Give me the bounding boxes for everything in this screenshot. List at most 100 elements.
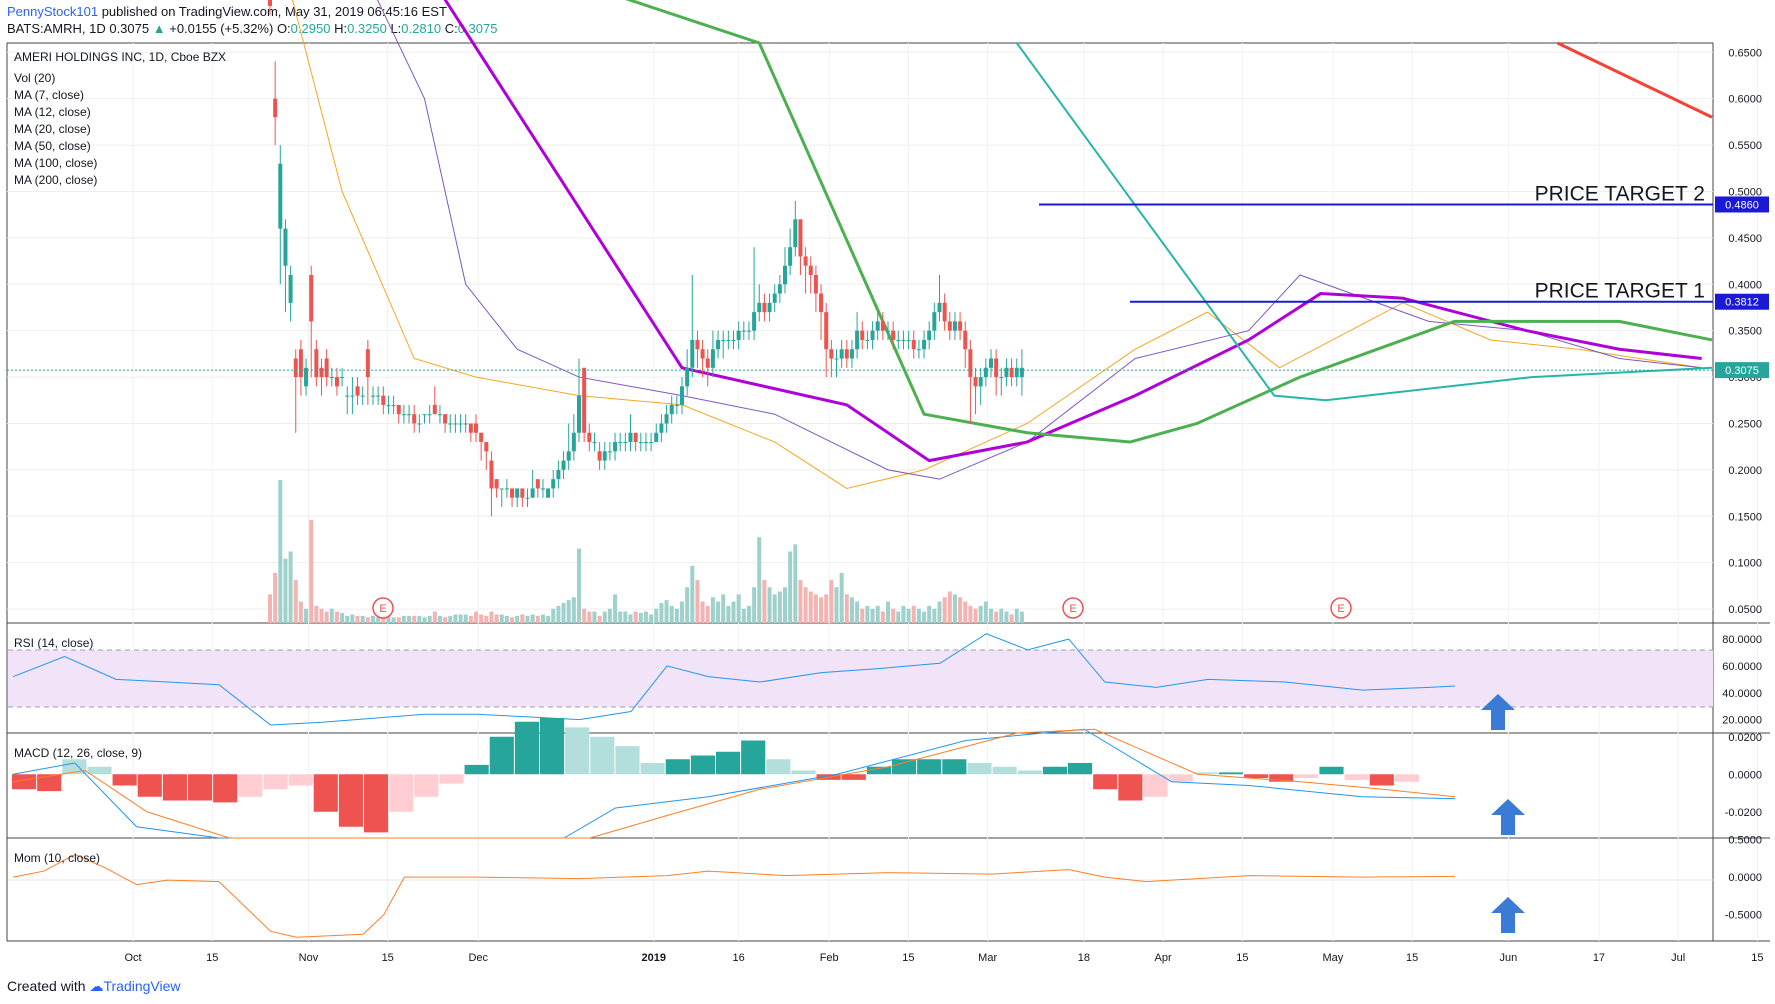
price-tick-label: 0.6000	[1728, 94, 1762, 106]
volume-bar	[401, 615, 406, 623]
price-tick-label: 0.2500	[1728, 418, 1762, 430]
macd-hist-bar	[1218, 772, 1243, 775]
legend-item[interactable]: Vol (20)	[14, 71, 55, 85]
macd-hist-bar	[213, 774, 238, 803]
volume-bar	[546, 615, 551, 623]
legend-item[interactable]: MA (100, close)	[14, 156, 97, 170]
volume-bar	[561, 602, 566, 623]
legend-item[interactable]: MA (7, close)	[14, 88, 84, 102]
candle-body	[659, 423, 664, 433]
author-link[interactable]: PennyStock101	[7, 4, 99, 19]
legend-item[interactable]: MA (200, close)	[14, 173, 97, 187]
earnings-marker-3[interactable]: E	[1330, 597, 1352, 619]
candle-body	[922, 339, 927, 350]
volume-bar	[973, 608, 978, 623]
candle-body	[844, 349, 849, 359]
legend-item[interactable]: MA (12, close)	[14, 105, 91, 119]
volume-bar	[515, 615, 520, 623]
arrow-shape	[1491, 799, 1525, 835]
candle-body	[870, 330, 875, 340]
candle-body	[499, 488, 504, 490]
time-tick-label: 15	[902, 952, 914, 964]
candle-body	[757, 302, 762, 313]
candle-body	[417, 423, 422, 425]
time-tick-label: 15	[1236, 952, 1248, 964]
candle-body	[855, 330, 860, 350]
volume-bar	[391, 617, 396, 623]
candle-body	[999, 377, 1004, 379]
candle-body	[695, 339, 700, 350]
macd-tick-label: 0.0000	[1728, 769, 1762, 781]
volume-bar	[371, 615, 375, 623]
rsi-label[interactable]: RSI (14, close)	[14, 636, 93, 650]
candle-body	[334, 377, 339, 387]
candle-body	[422, 414, 427, 416]
volume-bar	[978, 605, 983, 623]
mom-label[interactable]: Mom (10, close)	[14, 851, 100, 865]
candle-body	[947, 321, 952, 331]
macd-hist-bar	[716, 751, 741, 775]
volume-bar	[329, 608, 334, 623]
candle-body	[412, 414, 417, 424]
ma-line	[377, 0, 1702, 480]
legend-item[interactable]: MA (50, close)	[14, 139, 91, 153]
candle-body	[901, 339, 906, 341]
volume-bar	[273, 572, 278, 623]
volume-bar	[304, 608, 309, 623]
volume-bar	[376, 617, 381, 623]
price-tick-label: 0.3500	[1728, 326, 1762, 338]
volume-bar	[808, 591, 813, 623]
candle-body	[530, 488, 535, 498]
candle-body	[592, 442, 597, 444]
volume-bar	[674, 608, 679, 623]
candle-body	[602, 451, 607, 461]
price-tick-label: 0.5000	[1728, 186, 1762, 198]
volume-bar	[649, 614, 654, 623]
legend-item[interactable]: MA (20, close)	[14, 122, 91, 136]
candle-body	[680, 386, 684, 405]
candle-body	[705, 358, 710, 368]
candle-body	[623, 442, 628, 444]
macd-hist-bar	[841, 774, 866, 780]
candle-body	[453, 423, 458, 425]
rsi-axis: 80.0000 60.0000 40.0000 20.0000	[1722, 634, 1762, 726]
volume-bar	[597, 615, 602, 623]
volume-bar	[875, 605, 880, 623]
rsi-band-background	[8, 650, 1713, 707]
time-axis[interactable]: Oct 15 Nov 15 Dec 2019 16 Feb 15 Mar 18 Apr 15 May 15 J…	[124, 952, 1763, 964]
candle-body	[973, 377, 978, 387]
macd-hist-bar	[1118, 774, 1143, 801]
macd-lines	[12, 728, 1456, 839]
volume-bar	[365, 617, 370, 623]
macd-label[interactable]: MACD (12, 26, close, 9)	[14, 746, 142, 760]
time-tick-label: Feb	[820, 952, 839, 964]
up-arrow-icon	[1491, 799, 1525, 835]
volume-bar	[690, 565, 695, 623]
candle-body	[1019, 367, 1024, 378]
macd-hist-bar	[112, 774, 137, 786]
macd-hist-bar	[87, 766, 112, 775]
volume-bar	[463, 614, 468, 623]
rsi-tick-label: 80.0000	[1722, 634, 1762, 646]
candle-body	[540, 488, 545, 490]
macd-hist-bar	[615, 746, 640, 775]
volume-bar	[571, 597, 576, 623]
candle-body	[525, 497, 530, 499]
candle-body	[309, 275, 314, 322]
earnings-marker-2[interactable]: E	[1062, 597, 1084, 619]
tradingview-brand[interactable]: TradingView	[103, 978, 181, 994]
rsi-tick-label: 20.0000	[1722, 715, 1762, 727]
candle-body	[273, 98, 278, 118]
candle-body	[546, 488, 551, 498]
mom-tick-label: 0.0000	[1728, 872, 1762, 884]
last-price: 0.3075	[109, 21, 150, 36]
volume-bar	[762, 580, 767, 623]
candle-body	[365, 349, 370, 378]
price-target-2-label: PRICE TARGET 2	[1535, 182, 1705, 205]
earnings-marker-1[interactable]: E	[372, 597, 394, 619]
volume-bar	[716, 601, 721, 623]
candle-body	[427, 414, 432, 416]
mom-tick-label: 0.5000	[1728, 835, 1762, 847]
tradingview-logo-icon: ☁	[89, 978, 104, 994]
